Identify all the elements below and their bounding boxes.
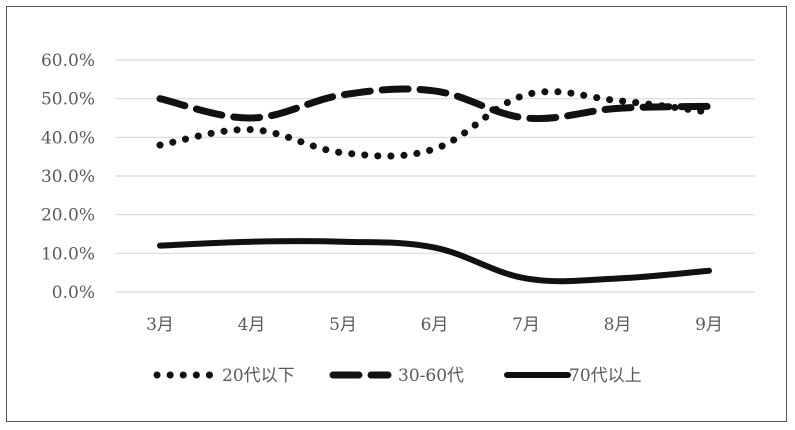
x-tick-label: 6月 [421, 315, 449, 335]
y-tick-label: 60.0% [41, 51, 95, 71]
y-tick-label: 0.0% [52, 283, 95, 303]
series-lines [156, 85, 713, 285]
y-tick-label: 50.0% [41, 90, 95, 110]
y-tick-label: 10.0% [41, 244, 95, 264]
x-tick-label: 3月 [146, 315, 174, 335]
legend: 20代以下 30-60代 70代以上 [153, 366, 642, 386]
x-tick-label: 5月 [329, 315, 357, 335]
series-line-3 [157, 238, 712, 285]
x-tick-label: 9月 [695, 315, 723, 335]
x-axis-ticks: 3月 4月 5月 6月 7月 8月 9月 [146, 315, 723, 335]
y-axis-ticks: 0.0% 10.0% 20.0% 30.0% 40.0% 50.0% 60.0% [41, 51, 95, 303]
legend-label-1: 20代以下 [222, 366, 295, 386]
y-tick-label: 40.0% [41, 128, 95, 148]
legend-label-2: 30-60代 [398, 366, 464, 386]
y-tick-label: 30.0% [41, 167, 95, 187]
chart-frame [6, 6, 787, 422]
y-tick-label: 20.0% [41, 206, 95, 226]
x-tick-label: 8月 [604, 315, 632, 335]
x-tick-label: 4月 [238, 315, 266, 335]
gridlines [115, 59, 755, 293]
series-line-2 [156, 85, 713, 123]
x-tick-label: 7月 [512, 315, 540, 335]
legend-label-3: 70代以上 [569, 366, 642, 386]
series-line-1 [156, 88, 713, 160]
